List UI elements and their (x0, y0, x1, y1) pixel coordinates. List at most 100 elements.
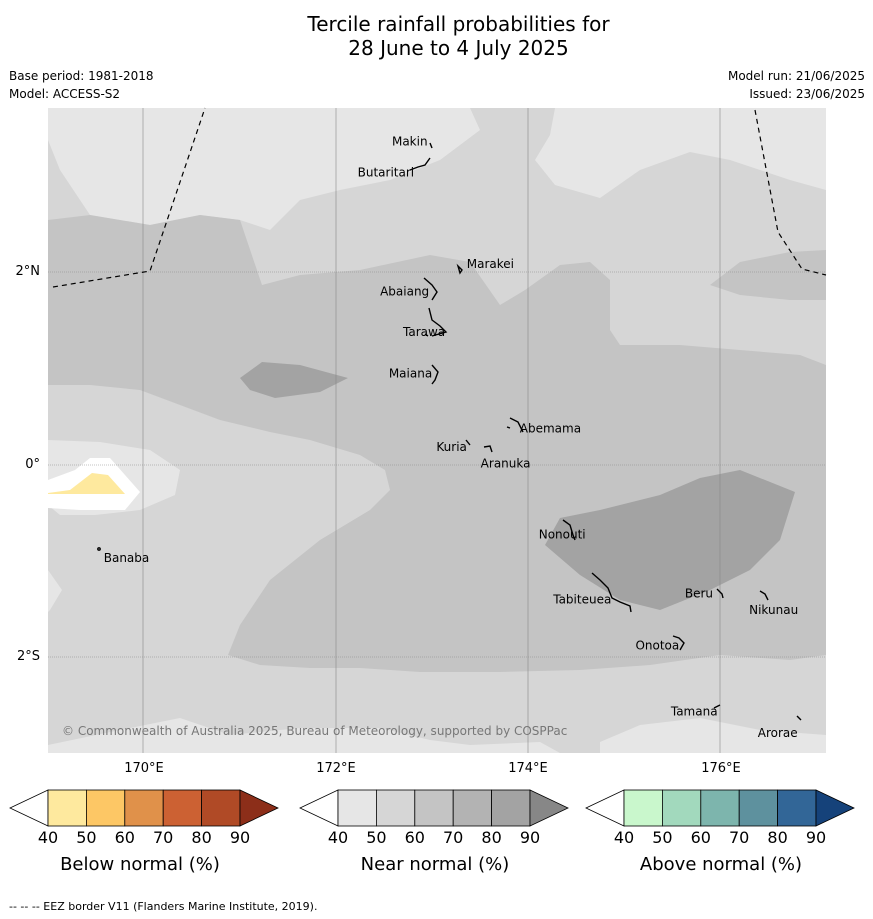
coast-makin (429, 142, 433, 149)
colorbar-near-tick-80: 80 (481, 828, 502, 847)
colorbar-near-tick-70: 70 (443, 828, 464, 847)
contour-medium-east (710, 250, 826, 300)
copyright-notice: © Commonwealth of Australia 2025, Bureau… (62, 724, 568, 738)
coast-arorae (796, 715, 802, 721)
colorbar-below-tick-70: 70 (153, 828, 174, 847)
colorbar-below-tick-90: 90 (229, 828, 251, 847)
island-label-tamana: Tamana (670, 704, 718, 718)
colorbar-above-tick-40: 40 (613, 828, 635, 847)
island-label-butaritari: Butaritari (358, 166, 415, 180)
contour-light-southwest (48, 570, 62, 612)
contour-dark-west (240, 362, 348, 398)
gridlines (48, 108, 826, 753)
coast-beru (716, 588, 724, 599)
lat-label-2n: 2°N (15, 264, 41, 279)
coast-butaritari (409, 157, 431, 171)
island-label-abemama: Abemama (520, 421, 581, 435)
colorbar-near-segment-3 (414, 789, 454, 827)
colorbar-above-segment-3 (700, 789, 740, 827)
colorbar-title-above: Above normal (%) (639, 854, 803, 875)
colorbar-below-segment-4 (162, 789, 202, 827)
coast-banaba (97, 547, 101, 551)
island-label-makin: Makin (392, 135, 428, 149)
coast-marakei (456, 263, 463, 275)
island-label-tabiteuea: Tabiteuea (552, 592, 611, 606)
coast-aranuka (483, 445, 493, 453)
contour-dark-east (545, 470, 795, 610)
colorbar-below-over-triangle (239, 789, 279, 827)
eez-borders (52, 107, 827, 288)
lat-label-equator: 0° (25, 457, 40, 472)
title-line-2: 28 June to 4 July 2025 (348, 36, 569, 60)
colorbar-near-under-triangle (299, 789, 339, 827)
colorbar-near-tick-40: 40 (327, 828, 349, 847)
island-label-onotoa: Onotoa (635, 639, 679, 653)
coast-nonouti (562, 519, 576, 541)
contour-light-northeast (535, 108, 826, 198)
island-label-arorae: Arorae (758, 726, 798, 740)
colorbar-above-tick-60: 60 (690, 828, 711, 847)
title-line-1: Tercile rainfall probabilities for (307, 12, 610, 36)
island-coastlines (97, 142, 802, 721)
coast-kuria (465, 439, 471, 446)
island-label-beru: Beru (685, 586, 713, 600)
colorbar-below-under-triangle (9, 789, 49, 827)
contour-below-yellow (48, 473, 125, 494)
colorbar-below-tick-80: 80 (191, 828, 212, 847)
island-label-nonouti: Nonouti (539, 528, 586, 542)
colorbar-near-segment-1 (337, 789, 377, 827)
colorbars (9, 789, 855, 827)
colorbar-title-below: Below normal (%) (60, 854, 220, 875)
island-label-banaba: Banaba (104, 551, 150, 565)
model-run: Model run: 21/06/2025 (727, 69, 865, 83)
coast-abaiang (423, 277, 438, 301)
island-label-aranuka: Aranuka (481, 457, 531, 471)
model-name: Model: ACCESS-S2 (9, 87, 121, 101)
colorbar-above-segment-2 (662, 789, 702, 827)
colorbar-near-tick-50: 50 (366, 828, 387, 847)
colorbar-above-segment-1 (623, 789, 663, 827)
colorbar-below-segment-2 (86, 789, 126, 827)
colorbar-above-tick-70: 70 (729, 828, 750, 847)
colorbar-below-segment-5 (201, 789, 241, 827)
colorbar-near-tick-60: 60 (404, 828, 425, 847)
meta-left: Base period: 1981-2018 Model: ACCESS-S2 (9, 67, 154, 103)
issued-date: Issued: 23/06/2025 (749, 87, 865, 101)
coast-tamana (713, 704, 721, 709)
chart-title: Tercile rainfall probabilities for 28 Ju… (0, 12, 873, 60)
island-label-tarawa: Tarawa (402, 325, 445, 339)
colorbar-title-near: Near normal (%) (360, 854, 510, 875)
colorbar-near-segment-5 (491, 789, 531, 827)
colorbar-near-segment-2 (375, 789, 416, 827)
colorbar-above-segment-5 (777, 789, 817, 827)
island-label-abaiang: Abaiang (380, 284, 429, 298)
coast-tabiteuea (591, 572, 632, 613)
base-period: Base period: 1981-2018 (9, 69, 154, 83)
eez-border-east (754, 109, 827, 276)
coast-nikunau (759, 590, 769, 601)
island-label-nikunau: Nikunau (749, 603, 798, 617)
colorbar-above-tick-80: 80 (767, 828, 788, 847)
colorbar-below-segment-1 (47, 789, 87, 827)
colorbar-above-over-triangle (815, 789, 855, 827)
contour-light-north (48, 108, 480, 230)
colorbar-near-tick-90: 90 (519, 828, 541, 847)
meta-right: Model run: 21/06/2025 Issued: 23/06/2025 (728, 67, 865, 103)
colorbar-above-segment-4 (738, 789, 779, 827)
colorbar-below-tick-50: 50 (76, 828, 97, 847)
lon-label-176e: 176°E (701, 761, 741, 776)
colorbar-below-segment-3 (124, 789, 164, 827)
colorbar-below (9, 789, 279, 827)
coast-tarawa (424, 307, 448, 337)
island-labels: Makin Butaritari Marakei Abaiang Tarawa Maian… (104, 135, 798, 740)
lat-label-2s: 2°S (16, 649, 40, 664)
lon-label-170e: 170°E (124, 761, 164, 776)
contour-light-south (48, 718, 560, 753)
coast-maiana (431, 364, 439, 385)
contour-light-southeast (600, 718, 826, 753)
colorbar-near-over-triangle (529, 789, 569, 827)
lon-label-174e: 174°E (508, 761, 548, 776)
island-label-maiana: Maiana (389, 366, 432, 380)
colorbar-above-under-triangle (585, 789, 625, 827)
coast-onotoa (672, 635, 685, 651)
